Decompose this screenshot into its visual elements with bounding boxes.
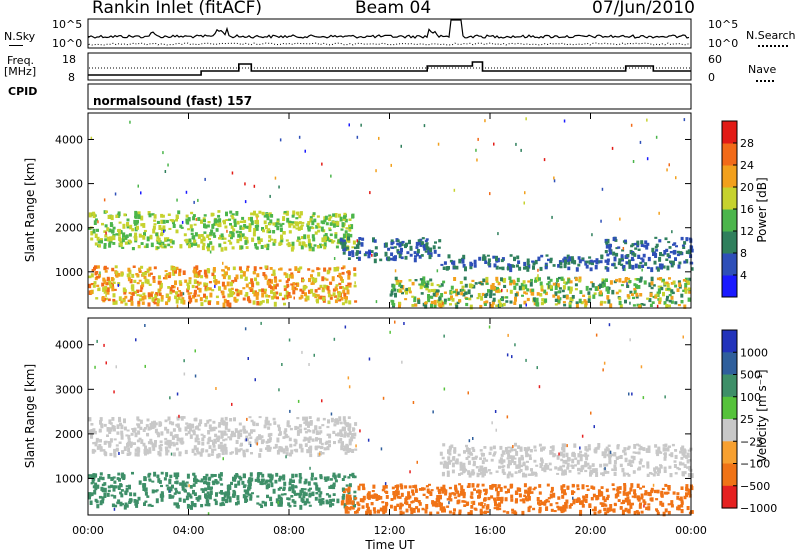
time-axis-label: Time UT (364, 538, 415, 552)
date-label: 07/Jun/2010 (592, 0, 695, 18)
nsky-label: N.Sky (4, 30, 36, 43)
nsky-underline (9, 45, 23, 46)
xtick-label: 00:00 (675, 524, 707, 537)
nsky-trace (88, 19, 690, 39)
velocity-echo-layer (88, 320, 694, 517)
xtick-label: 20:00 (575, 524, 607, 537)
colorbar-swatch (722, 165, 737, 188)
velocity-axes: 1000 2000 3000 4000 00:00 04:00 08:00 12:00 16:0… (55, 318, 707, 537)
velocity-colorbar-label: Velocity [m s⁻¹] (755, 369, 769, 462)
xtick-label: 00:00 (72, 524, 104, 537)
colorbar-tick-label: 4 (740, 269, 747, 282)
ytick-label: 3000 (55, 178, 83, 191)
colorbar-tick-label: −1000 (740, 502, 777, 515)
velocity-colorbar: 1000 500 100 25 −25 −100 −500 −1000 (721, 329, 777, 515)
power-axes: 1000 2000 3000 4000 (55, 113, 692, 308)
colorbar-swatch (722, 352, 737, 376)
nave-tick-low: 0 (708, 71, 715, 84)
colorbar-tick-label: 28 (740, 137, 754, 150)
nsearch-tick-high: 10^5 (708, 18, 739, 31)
freq-trace (88, 61, 691, 76)
velocity-ylabel: Slant Range [km] (23, 364, 37, 468)
colorbar-swatch (722, 419, 737, 442)
ytick-label: 2000 (55, 428, 83, 441)
power-echo-layer (88, 117, 694, 310)
power-colorbar-label: Power [dB] (755, 177, 769, 242)
power-ylabel: Slant Range [km] (23, 158, 37, 262)
nsearch-dotted-key (758, 45, 788, 47)
ytick-label: 3000 (55, 383, 83, 396)
ytick-label: 4000 (55, 133, 83, 146)
colorbar-swatch (722, 275, 737, 298)
nave-dotted-key (756, 80, 774, 82)
colorbar-swatch (722, 485, 737, 509)
colorbar-tick-label: −100 (740, 458, 770, 471)
colorbar-swatch (722, 396, 737, 420)
xtick-label: 04:00 (173, 524, 205, 537)
freq-tick-low: 8 (68, 71, 75, 84)
colorbar-tick-label: −500 (740, 480, 770, 493)
colorbar-swatch (722, 121, 737, 144)
colorbar-swatch (722, 187, 737, 210)
colorbar-swatch (722, 330, 737, 353)
colorbar-swatch (722, 231, 737, 254)
nsky-tick-high: 10^5 (52, 18, 83, 31)
nsky-panel-frame (87, 18, 692, 49)
xtick-label: 16:00 (474, 524, 506, 537)
ytick-label: 2000 (55, 222, 83, 235)
freq-panel-frame (87, 52, 692, 81)
colorbar-tick-label: 100 (740, 391, 761, 404)
cpid-panel-frame (87, 83, 692, 110)
colorbar-tick-label: 25 (740, 413, 754, 426)
cpid-label: CPID (8, 85, 38, 98)
ytick-label: 1000 (55, 266, 83, 279)
colorbar-swatch (722, 441, 737, 465)
cpid-value: normalsound (fast) 157 (93, 94, 253, 108)
colorbar-tick-label: 500 (740, 369, 761, 382)
xtick-label: 08:00 (273, 524, 305, 537)
freq-label: Freq. (7, 54, 35, 67)
beam-label: Beam 04 (355, 0, 432, 18)
nsearch-tick-low: 10^0 (708, 37, 739, 50)
colorbar-tick-label: 24 (740, 159, 754, 172)
xtick-label: 12:00 (374, 524, 406, 537)
nave-tick-high: 60 (708, 53, 722, 66)
colorbar-swatch (722, 209, 737, 232)
ytick-label: 1000 (55, 472, 83, 485)
nsearch-trace (88, 42, 690, 46)
nsky-tick-low: 10^0 (52, 37, 83, 50)
colorbar-swatch (722, 374, 737, 398)
colorbar-swatch (722, 253, 737, 276)
freq-tick-high: 18 (62, 53, 76, 66)
colorbar-swatch (722, 463, 737, 487)
power-colorbar: 4 8 12 16 20 24 28 (721, 120, 754, 298)
colorbar-tick-label: 12 (740, 225, 754, 238)
freq-unit: [MHz] (4, 65, 37, 78)
nsearch-label: N.Search (746, 29, 796, 42)
colorbar-tick-label: 1000 (740, 346, 768, 359)
ytick-label: 4000 (55, 339, 83, 352)
colorbar-tick-label: 20 (740, 181, 754, 194)
colorbar-tick-label: −25 (740, 435, 763, 448)
colorbar-tick-label: 8 (740, 247, 747, 260)
nave-label: Nave (748, 63, 777, 76)
colorbar-tick-label: 16 (740, 203, 754, 216)
station-title: Rankin Inlet (fitACF) (92, 0, 263, 18)
colorbar-swatch (722, 143, 737, 166)
